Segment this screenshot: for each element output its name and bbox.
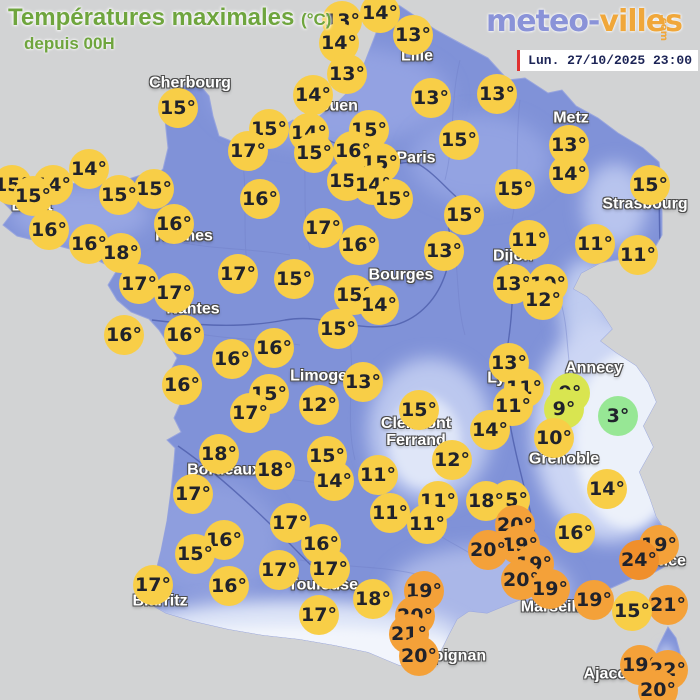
temp-bubble: 18° [255,450,295,490]
temp-bubble: 18° [199,434,239,474]
temp-bubble: 15° [294,133,334,173]
temp-bubble: 20° [638,670,678,700]
city-label: Paris [396,149,436,167]
temp-bubble: 17° [259,550,299,590]
temp-bubble: 16° [209,566,249,606]
temp-bubble: 19° [530,569,570,609]
temp-bubble: 16° [555,513,595,553]
header: Températures maximales (°C) depuis 00H [8,4,331,54]
logo-part-blue: meteo- [486,4,600,39]
temp-bubble: 16° [339,225,379,265]
temp-bubble: 15° [439,120,479,160]
temp-bubble: 16° [29,210,69,250]
temp-bubble: 17° [230,393,270,433]
temp-bubble: 17° [119,264,159,304]
temp-bubble: 15° [99,175,139,215]
temp-bubble: 17° [299,595,339,635]
temp-bubble: 17° [303,208,343,248]
city-label: Cherbourg [149,74,231,92]
temp-bubble: 14° [359,285,399,325]
temp-bubble: 20° [399,636,439,676]
temp-bubble: 16° [240,179,280,219]
temp-bubble: 14° [549,154,589,194]
logo-part-orange: villes [599,4,683,39]
temp-bubble: 16° [204,520,244,560]
temp-bubble: 11° [618,235,658,275]
page-title: Températures maximales (°C) [8,4,331,32]
temp-bubble: 15° [373,179,413,219]
temp-bubble: 15° [158,88,198,128]
temp-bubble: 15° [274,259,314,299]
meteo-villes-logo[interactable]: meteo-villes .com [486,4,683,42]
temp-bubble: 14° [314,461,354,501]
temp-bubble: 16° [162,365,202,405]
temp-bubble: 3° [598,396,638,436]
temp-bubble: 20° [468,530,508,570]
temp-bubble: 15° [612,591,652,631]
city-label: Metz [553,109,589,127]
temp-bubble: 15° [630,165,670,205]
temp-bubble: 15° [318,309,358,349]
temp-bubble: 14° [587,469,627,509]
temp-bubble: 17° [173,474,213,514]
temp-bubble: 12° [432,440,472,480]
temp-bubble: 11° [407,504,447,544]
temp-bubble: 15° [13,176,53,216]
temp-bubble: 24° [619,540,659,580]
temp-bubble: 13° [327,54,367,94]
timestamp-badge: Lun. 27/10/2025 23:00 [517,50,698,71]
temp-bubble: 17° [218,254,258,294]
temp-bubble: 16° [104,315,144,355]
temp-bubble: 13° [477,74,517,114]
temp-bubble: 18° [353,579,393,619]
temp-bubble: 18° [466,481,506,521]
temp-bubble: 17° [310,549,350,589]
city-label: Limoges [290,367,356,385]
temp-bubble: 14° [293,75,333,115]
temp-bubble: 11° [575,224,615,264]
page-subtitle: depuis 00H [24,34,115,53]
temp-bubble: 15° [399,390,439,430]
temp-bubble: 21° [648,585,688,625]
temp-bubble: 11° [370,493,410,533]
temp-bubble: 15° [495,169,535,209]
temp-bubble: 15° [444,195,484,235]
temp-bubble: 12° [299,385,339,425]
temp-bubble: 13° [411,78,451,118]
temp-bubble: 16° [254,328,294,368]
temp-bubble: 15° [134,169,174,209]
temp-bubble: 13° [424,231,464,271]
temp-bubble: 15° [175,534,215,574]
temp-bubble: 16° [164,315,204,355]
logo-suffix: .com [657,14,669,42]
temp-bubble: 11° [509,220,549,260]
temp-bubble: 14° [470,410,510,450]
city-label: Bourges [368,266,434,284]
temp-bubble: 17° [228,131,268,171]
temp-bubble: 19° [574,580,614,620]
temp-bubble: 10° [534,418,574,458]
temp-bubble: 14° [360,0,400,33]
temp-bubble: 11° [358,455,398,495]
temp-bubble: 13° [343,362,383,402]
temp-bubble: 13° [393,15,433,55]
temp-bubble: 16° [212,339,252,379]
temp-bubble: 12° [523,280,563,320]
title-text: Températures maximales [8,4,295,31]
temp-bubble: 17° [133,565,173,605]
temp-bubble: 17° [154,273,194,313]
temp-bubble: 16° [154,204,194,244]
title-unit: (°C) [301,10,332,29]
city-label: Annecy [565,359,623,377]
